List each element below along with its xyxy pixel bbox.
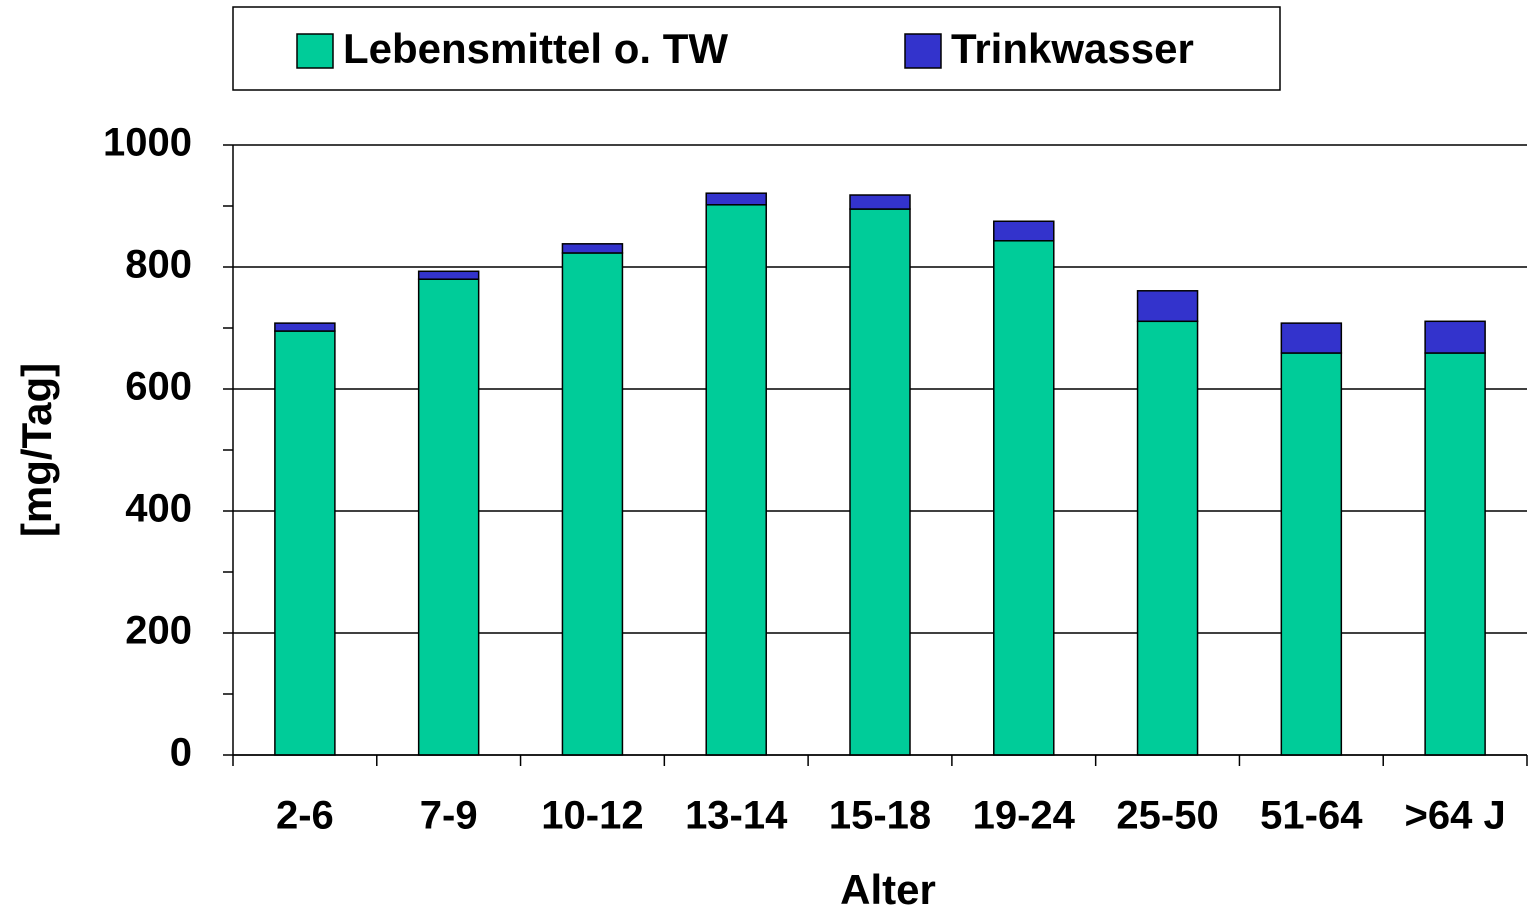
y-tick-label: 200 [125, 609, 192, 653]
x-tick-label: 51-64 [1260, 794, 1363, 838]
bar-segment [274, 322, 336, 332]
bar-segment [849, 194, 911, 210]
x-tick-label: 10-12 [541, 794, 643, 838]
y-tick-label: 600 [125, 365, 192, 409]
bar-segment [1280, 352, 1343, 756]
legend-swatch [296, 33, 334, 69]
bar-segment [705, 204, 767, 756]
legend-label: Lebensmittel o. TW [343, 25, 728, 72]
legend-swatch [904, 33, 942, 69]
x-tick-label: 7-9 [420, 794, 478, 838]
x-tick-label: >64 J [1405, 794, 1506, 838]
bar-segment [1424, 320, 1486, 354]
bar-segment [561, 252, 624, 756]
legend-box [232, 6, 1281, 91]
x-axis-title: Alter [840, 866, 936, 913]
bar-segment [993, 240, 1055, 756]
bar-segment [1136, 290, 1199, 323]
bar-segment [705, 192, 767, 206]
bar-segment [561, 243, 624, 254]
y-axis-title: [mg/Tag] [13, 363, 60, 537]
bar-segment [1280, 322, 1343, 354]
bar-segment [1424, 352, 1486, 756]
y-tick-label: 1000 [103, 121, 192, 165]
x-tick-label: 2-6 [276, 794, 334, 838]
bar-segment [849, 208, 911, 756]
bar-segment [417, 278, 480, 756]
x-tick-label: 15-18 [829, 794, 931, 838]
x-tick-label: 19-24 [973, 794, 1076, 838]
y-tick-label: 0 [170, 731, 192, 775]
legend-label: Trinkwasser [951, 25, 1194, 72]
x-tick-label: 13-14 [685, 794, 788, 838]
x-tick-label: 25-50 [1116, 794, 1218, 838]
bar-segment [993, 220, 1055, 242]
y-tick-label: 400 [125, 487, 192, 531]
bar-segment [274, 330, 336, 756]
bar-segment [1136, 320, 1199, 756]
y-tick-label: 800 [125, 243, 192, 287]
bar-segment [417, 270, 480, 280]
